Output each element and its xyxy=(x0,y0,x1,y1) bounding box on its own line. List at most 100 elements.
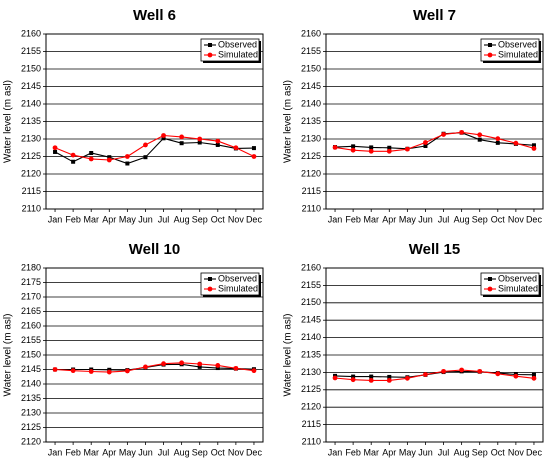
data-point-observed xyxy=(107,155,112,160)
y-tick-label: 2160 xyxy=(21,320,41,330)
y-tick-label: 2180 xyxy=(21,262,41,272)
data-point-simulated xyxy=(215,138,221,144)
data-point-simulated xyxy=(215,363,221,368)
y-tick-label: 2140 xyxy=(301,332,321,342)
data-point-observed xyxy=(53,149,58,154)
data-point-observed xyxy=(387,145,392,150)
y-tick-label: 2120 xyxy=(301,402,321,412)
data-point-observed xyxy=(531,372,536,377)
y-tick-label: 2140 xyxy=(21,98,41,108)
data-point-observed xyxy=(197,364,202,369)
series-line-observed xyxy=(334,132,535,150)
data-point-simulated xyxy=(52,145,58,151)
y-tick-label: 2115 xyxy=(302,186,321,196)
legend-label: Simulated xyxy=(218,283,258,293)
x-tick-label: Feb xyxy=(65,214,81,224)
data-point-simulated xyxy=(179,134,185,140)
data-point-observed xyxy=(197,140,202,145)
x-tick-label: Oct xyxy=(211,447,226,457)
data-point-simulated xyxy=(251,368,257,374)
data-point-simulated xyxy=(459,367,465,373)
data-point-observed xyxy=(531,143,536,148)
chart-panel-3: Well 10 2120 2125 2130 2135 2140 2145 2150 2155 2… xyxy=(3,241,264,457)
data-point-observed xyxy=(89,151,94,155)
data-point-simulated xyxy=(441,368,446,374)
series-line-simulated xyxy=(54,134,255,161)
data-point-simulated xyxy=(386,378,392,383)
chart-title: Well 7 xyxy=(413,7,456,24)
data-point-simulated xyxy=(368,378,374,383)
y-tick-label: 2125 xyxy=(301,384,321,394)
x-tick-label: Apr xyxy=(382,214,396,224)
y-axis-label: Water level (m asl) xyxy=(283,314,294,397)
data-point-simulated xyxy=(332,375,338,381)
x-tick-label: Jun xyxy=(138,214,153,224)
x-tick-label: May xyxy=(119,447,137,457)
data-point-simulated xyxy=(513,373,519,379)
series-line-simulated xyxy=(334,131,535,152)
x-tick-label: Oct xyxy=(211,214,226,224)
y-tick-label: 2110 xyxy=(22,203,41,213)
x-tick-label: Mar xyxy=(83,447,99,457)
data-point-simulated xyxy=(531,375,537,381)
y-tick-label: 2145 xyxy=(301,81,321,91)
y-tick-label: 2140 xyxy=(21,378,41,388)
x-tick-label: Nov xyxy=(228,447,245,457)
data-point-observed xyxy=(251,146,256,151)
data-point-simulated xyxy=(513,140,519,146)
x-tick-label: Jan xyxy=(328,447,343,457)
data-point-simulated xyxy=(350,377,356,383)
x-tick-label: Jan xyxy=(48,214,63,224)
data-point-observed xyxy=(369,374,374,379)
data-point-simulated xyxy=(233,145,239,151)
x-tick-label: Mar xyxy=(363,214,379,224)
y-axis-label: Water level (m asl) xyxy=(3,314,14,397)
legend-label: Observed xyxy=(498,39,537,49)
x-tick-label: Jul xyxy=(438,447,450,457)
y-tick-label: 2110 xyxy=(302,436,321,446)
y-tick-label: 2140 xyxy=(301,98,321,108)
y-tick-label: 2110 xyxy=(302,203,321,213)
legend-label: Observed xyxy=(218,39,257,49)
x-tick-label: Feb xyxy=(345,447,361,457)
y-tick-label: 2135 xyxy=(301,349,321,359)
data-point-simulated xyxy=(70,152,76,158)
y-tick-label: 2125 xyxy=(21,422,41,432)
x-tick-label: May xyxy=(119,214,137,224)
x-tick-label: Dec xyxy=(246,447,263,457)
data-point-simulated xyxy=(197,361,203,367)
y-tick-label: 2135 xyxy=(301,116,321,126)
x-tick-label: Jun xyxy=(418,214,433,224)
legend-swatch-marker xyxy=(207,286,213,292)
legend-label: Observed xyxy=(218,273,257,283)
y-tick-label: 2120 xyxy=(21,436,41,446)
x-tick-label: Apr xyxy=(102,214,116,224)
data-point-observed xyxy=(477,137,482,142)
data-point-simulated xyxy=(423,372,428,377)
x-tick-label: Nov xyxy=(508,447,525,457)
x-tick-label: Aug xyxy=(174,214,190,224)
y-tick-label: 2160 xyxy=(301,262,321,272)
y-tick-label: 2130 xyxy=(301,133,321,143)
data-point-simulated xyxy=(477,132,483,138)
y-tick-label: 2130 xyxy=(301,367,321,377)
data-point-simulated xyxy=(441,132,446,137)
y-tick-label: 2145 xyxy=(21,364,41,374)
x-tick-label: Sep xyxy=(192,447,208,457)
data-point-observed xyxy=(351,144,356,149)
x-tick-label: Sep xyxy=(192,214,208,224)
data-point-simulated xyxy=(332,145,338,150)
y-tick-label: 2150 xyxy=(21,63,41,73)
x-tick-label: Mar xyxy=(83,214,99,224)
x-tick-label: Jun xyxy=(418,447,433,457)
data-point-simulated xyxy=(88,369,94,374)
y-tick-label: 2120 xyxy=(301,168,321,178)
y-axis-label: Water level (m asl) xyxy=(283,80,294,163)
data-point-observed xyxy=(423,144,428,148)
x-tick-label: Feb xyxy=(65,447,81,457)
y-tick-label: 2170 xyxy=(21,291,41,301)
data-point-simulated xyxy=(179,360,185,366)
x-tick-label: Aug xyxy=(174,447,190,457)
y-tick-label: 2130 xyxy=(21,133,41,143)
